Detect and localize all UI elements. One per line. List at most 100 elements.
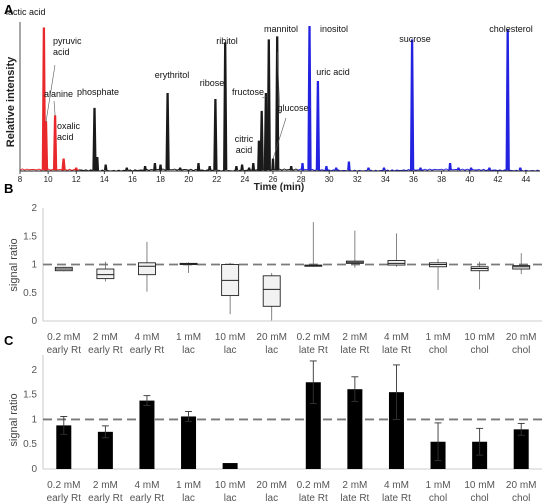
- bar-chart-category-group: lac: [182, 493, 195, 504]
- bar: [388, 392, 404, 469]
- minor-peak: [456, 167, 461, 171]
- bar-chart-panel: 00.511.52 0.2 mM early Rt2 mM early Rt4 mM…: [8, 355, 542, 504]
- peak-label-citric-acid: citric acid: [235, 134, 254, 155]
- chromatogram-x-tick-label: 42: [493, 175, 502, 184]
- bar-chart-category-concentration: 2 mM: [342, 480, 367, 491]
- box-plot-category-concentration: 10 mM: [215, 332, 246, 343]
- peak-label-mannitol: mannitol: [264, 24, 298, 34]
- box-plot-category-group: early Rt: [88, 345, 123, 356]
- bar-chart-y-tick-label: 1: [31, 414, 37, 425]
- bar-chart-category-group: late Rt: [382, 493, 411, 504]
- peak-label-phosphate: phosphate: [77, 87, 119, 97]
- bar-chart-category-concentration: 4 mM: [134, 480, 159, 491]
- box-plot-category-group: lac: [182, 345, 195, 356]
- bar-chart-category-label: 4 mM late Rt: [382, 480, 411, 504]
- box-plot-category-group: late Rt: [340, 345, 369, 356]
- peak-label-pyruvic-acid-line1: pyruvic: [53, 36, 82, 46]
- minor-peak: [334, 167, 338, 171]
- bar: [347, 389, 363, 469]
- bar-chart-category-label: 20 mM chol: [506, 480, 537, 504]
- leader-line-pyruvic-acid: [45, 64, 56, 122]
- box-plot-category-label: 2 mM late Rt: [340, 332, 369, 356]
- peak-oxalic-acid: [61, 158, 66, 171]
- peak-label-ribitol: ribitol: [216, 36, 238, 46]
- box-plot-category-label: 4 mM early Rt: [130, 332, 165, 356]
- box-plot-category-concentration: 1 mM: [176, 332, 201, 343]
- box-plot-category-label: 4 mM late Rt: [382, 332, 411, 356]
- bar-chart-category-group: early Rt: [88, 493, 123, 504]
- bar-chart-category-label: 2 mM early Rt: [88, 480, 123, 504]
- minor-peak: [347, 161, 351, 171]
- peak-label-ribose: ribose: [200, 78, 225, 88]
- box-iqr: [387, 260, 406, 266]
- peak-alanine: [52, 115, 58, 171]
- box-plot-category-label: 20 mM lac: [256, 332, 287, 356]
- peak-label-citric-acid-line1: citric: [235, 134, 254, 144]
- minor-peak: [271, 158, 275, 171]
- minor-peak: [251, 163, 256, 171]
- minor-peak: [487, 167, 492, 171]
- bar: [222, 463, 238, 469]
- minor-peak: [448, 163, 452, 171]
- box-plot-category-label: 2 mM early Rt: [88, 332, 123, 356]
- box-plot-category-label: 0.2 mM early Rt: [47, 332, 82, 356]
- box-plot-category-label: 20 mM chol: [506, 332, 537, 356]
- bar: [305, 382, 321, 469]
- box-plot-category-group: chol: [429, 345, 447, 356]
- panel-label-c: C: [4, 333, 14, 348]
- bar-chart-category-group: late Rt: [299, 493, 328, 504]
- bar-chart-category-label: 2 mM late Rt: [340, 480, 369, 504]
- bar: [181, 416, 197, 469]
- box-plot-category-concentration: 4 mM: [384, 332, 409, 343]
- bar-chart-y-tick-label: 0.5: [23, 439, 37, 450]
- peak-label-oxalic-acid-line2: acid: [57, 132, 74, 142]
- leader-line-fructose: [261, 96, 267, 99]
- bar-chart-category-group: lac: [265, 493, 278, 504]
- minor-peak: [196, 163, 201, 171]
- box-plot-category-group: lac: [224, 345, 237, 356]
- peak-citric-acid: [259, 110, 264, 171]
- bar-chart-category-concentration: 0.2 mM: [47, 480, 80, 491]
- bar-chart-category-group: early Rt: [130, 493, 165, 504]
- box-iqr: [262, 275, 281, 307]
- bar-chart-category-concentration: 10 mM: [215, 480, 246, 491]
- chromatogram-x-tick-label: 18: [156, 175, 165, 184]
- bar-chart-category-label: 1 mM chol: [426, 480, 451, 504]
- minor-peak: [247, 167, 251, 171]
- bar-chart-category-label: 10 mM lac: [215, 480, 246, 504]
- box-plot-category-concentration: 1 mM: [426, 332, 451, 343]
- box-plot-category-concentration: 2 mM: [342, 332, 367, 343]
- peak-label-citric-acid-line2: acid: [236, 145, 253, 155]
- minor-peak: [178, 167, 182, 171]
- bar-chart-category-label: 20 mM lac: [256, 480, 287, 504]
- leader-line-glucose-2: [272, 117, 287, 160]
- peak-label-glucose: glucose: [277, 103, 308, 113]
- box-plot-category-concentration: 0.2 mM: [47, 332, 80, 343]
- peak-mannitol: [266, 39, 271, 171]
- box-plot-panel: 00.511.52 0.2 mM early Rt2 mM early Rt4 mM…: [8, 203, 542, 356]
- bar-chart-category-group: chol: [512, 493, 530, 504]
- minor-peak: [289, 165, 293, 171]
- peak-pyruvic-acid: [43, 121, 49, 171]
- bar: [139, 400, 155, 469]
- chromatogram-x-tick-label: 20: [184, 175, 193, 184]
- chromatogram-x-tick-label: 36: [409, 175, 418, 184]
- box-plot-y-tick-label: 0.5: [23, 288, 37, 299]
- box-plot-y-tick-label: 1: [31, 260, 37, 271]
- leader-line-alanine: [53, 100, 56, 116]
- bar-chart-category-label: 10 mM chol: [464, 480, 495, 504]
- chromatogram-x-tick-label: 26: [269, 175, 278, 184]
- minor-peak: [324, 165, 329, 171]
- peak-label-pyruvic-acid-line2: acid: [53, 47, 70, 57]
- peak-label-fructose: fructose: [232, 87, 264, 97]
- peak-label-oxalic-acid: oxalic acid: [57, 121, 81, 142]
- bar-chart-y-axis-label: signal ratio: [8, 393, 20, 446]
- peak-ribose: [213, 98, 218, 171]
- peak-label-alanine: alanine: [44, 89, 73, 99]
- leader-line-glucose: [276, 51, 281, 115]
- minor-peak: [300, 163, 305, 171]
- minor-peak: [103, 164, 108, 171]
- box-plot-category-concentration: 10 mM: [464, 332, 495, 343]
